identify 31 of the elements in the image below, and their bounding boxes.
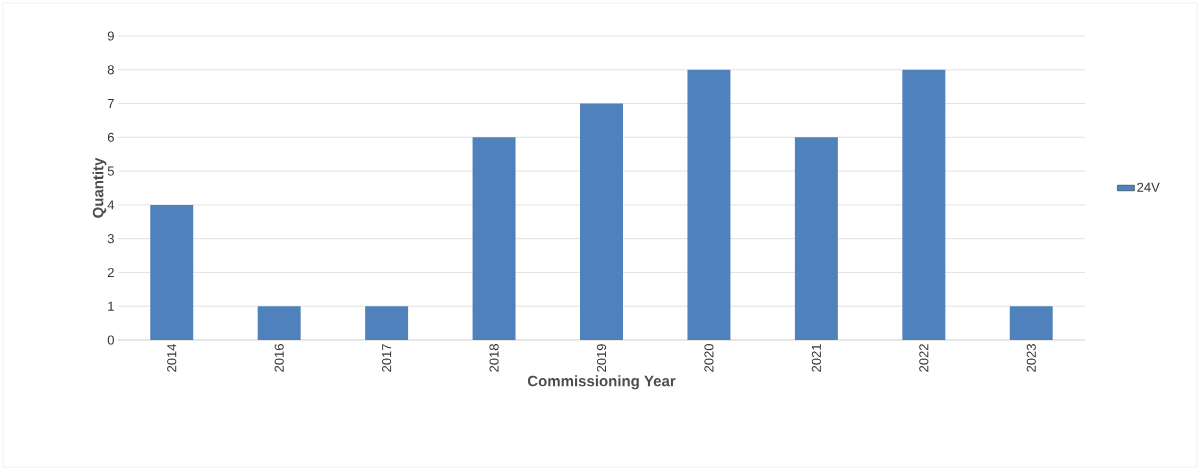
y-tick-label: 6 — [107, 132, 114, 142]
y-tick-label: 2 — [107, 267, 114, 277]
y-tick-label: 0 — [107, 335, 114, 345]
y-tick-label: 8 — [107, 65, 114, 75]
x-axis-title: Commissioning Year — [527, 375, 676, 390]
x-tick-label: 2018 — [489, 344, 499, 372]
x-tick-label: 2021 — [811, 344, 821, 372]
y-tick-label: 9 — [107, 31, 114, 41]
x-tick-label: 2020 — [704, 344, 714, 372]
bar — [687, 69, 731, 340]
bar — [257, 306, 301, 340]
bar — [472, 137, 516, 340]
bar — [1009, 306, 1053, 340]
y-tick-label: 4 — [107, 200, 115, 210]
y-tick-label: 1 — [108, 301, 114, 311]
y-tick-label: 5 — [107, 166, 114, 176]
y-axis-title: Quantity — [92, 157, 107, 218]
bar — [794, 137, 838, 340]
y-tick-label: 7 — [107, 99, 114, 109]
bar — [365, 306, 409, 340]
x-tick-label: 2019 — [596, 344, 607, 372]
y-tick-label: 3 — [107, 234, 114, 244]
x-tick-label: 2023 — [1026, 344, 1036, 372]
bar — [580, 103, 623, 340]
x-tick-label: 2016 — [274, 344, 284, 372]
x-tick-label: 2014 — [167, 343, 177, 372]
bar — [902, 69, 946, 340]
bar — [150, 204, 194, 340]
legend-label: 24V — [1137, 182, 1160, 192]
x-tick-label: 2017 — [382, 344, 392, 372]
x-tick-label: 2022 — [919, 344, 929, 372]
